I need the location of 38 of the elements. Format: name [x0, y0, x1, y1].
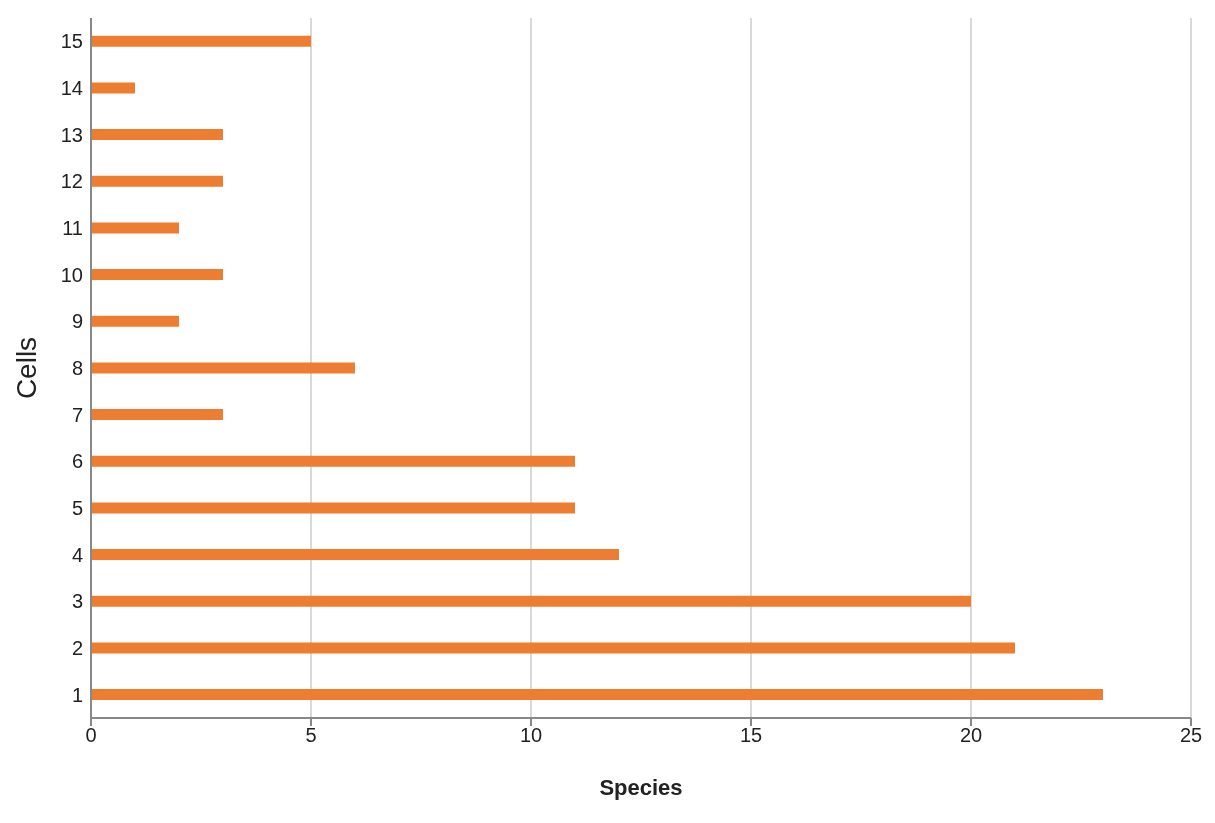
bar: [91, 642, 1015, 654]
x-tick-label: 25: [1179, 724, 1203, 747]
bar: [91, 455, 575, 467]
x-tick-label: 5: [305, 724, 317, 747]
y-tick-label: 15: [60, 30, 83, 53]
bar: [91, 689, 1103, 701]
bar: [91, 82, 135, 94]
y-tick-label: 14: [60, 77, 83, 100]
x-tick-label: 20: [959, 724, 983, 747]
y-tick-label: 3: [71, 590, 83, 613]
x-tick-label: 10: [519, 724, 543, 747]
bar: [91, 362, 355, 374]
x-tick-label: 0: [85, 724, 97, 747]
y-tick-label: 5: [71, 497, 83, 520]
y-tick-label: 13: [60, 123, 83, 146]
y-tick-label: 9: [71, 310, 83, 333]
bar: [91, 409, 223, 421]
y-axis-title: Cells: [10, 336, 42, 400]
y-tick-label: 10: [60, 263, 83, 286]
x-axis-title: Species: [599, 775, 683, 800]
y-tick-label: 4: [71, 543, 83, 566]
y-tick-label: 2: [71, 637, 83, 660]
bar: [91, 175, 223, 187]
bar: [91, 35, 311, 47]
bar: [91, 269, 223, 281]
y-tick-label: 8: [71, 357, 83, 380]
bar: [91, 222, 179, 234]
y-tick-label: 1: [71, 683, 83, 706]
bar: [91, 502, 575, 514]
x-tick-label: 15: [739, 724, 763, 747]
y-tick-label: 6: [71, 450, 83, 473]
bar: [91, 315, 179, 327]
y-tick-label: 7: [71, 403, 83, 426]
bar: [91, 129, 223, 141]
y-tick-label: 11: [62, 217, 83, 240]
bar: [91, 549, 619, 561]
bar: [91, 595, 971, 607]
y-tick-label: 12: [60, 170, 83, 193]
